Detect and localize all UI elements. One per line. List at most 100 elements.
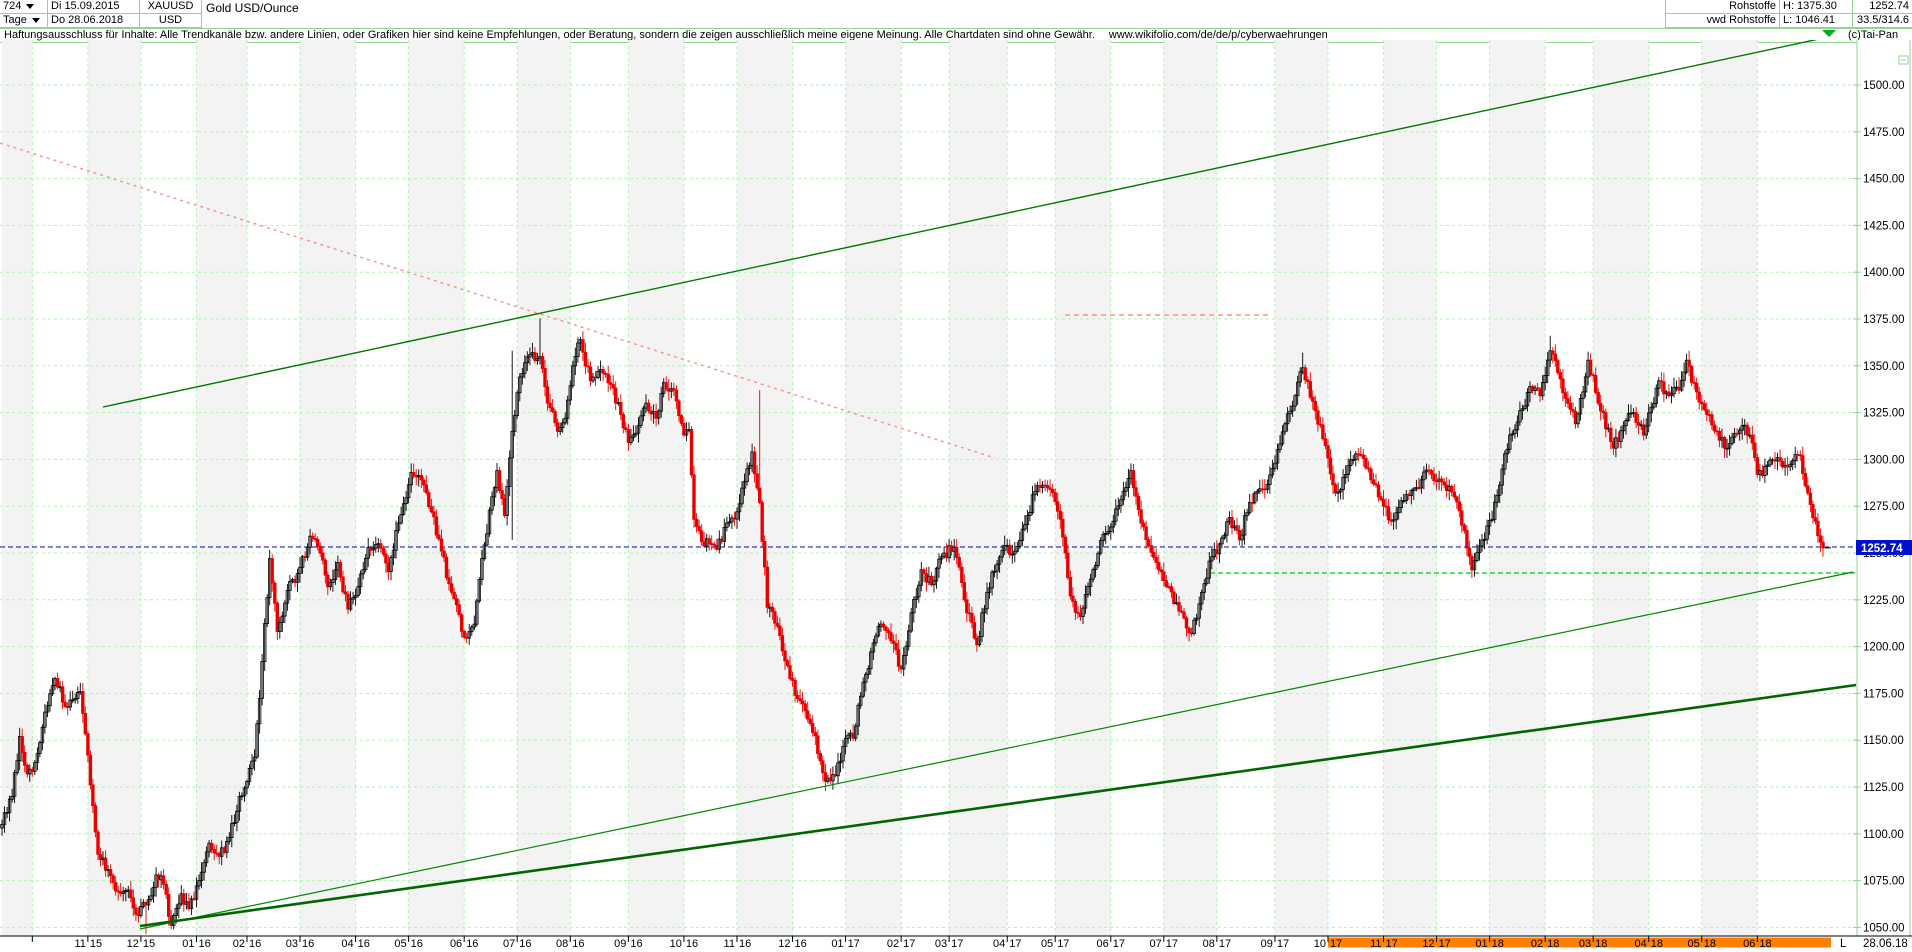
last-price-badge	[1856, 540, 1912, 555]
month-band	[87, 40, 141, 936]
x-axis-label-month: 06	[450, 938, 462, 950]
low-marker-label: L	[1840, 938, 1847, 950]
x-axis-label-year: 16	[249, 938, 261, 950]
y-axis-label: 1050.00	[1863, 922, 1905, 934]
candles	[0, 318, 1831, 935]
x-axis-label-year: 17	[848, 938, 860, 950]
x-axis-label-month: 04	[341, 938, 353, 950]
x-axis-label-month: 07	[1150, 938, 1162, 950]
highlight-period-bar	[1327, 937, 1831, 948]
date-from-value: Di 15.09.2015	[51, 0, 120, 12]
x-axis-label-month: 03	[1579, 938, 1591, 950]
x-axis-label-month: 01	[1475, 938, 1487, 950]
y-axis-label: 1150.00	[1863, 735, 1904, 747]
x-axis-label-year: 17	[1439, 938, 1451, 950]
y-axis-label: 1225.00	[1863, 595, 1905, 607]
x-axis-label-month: 02	[233, 938, 245, 950]
x-axis-label-month: 06	[1743, 938, 1755, 950]
x-axis-label-month: 02	[1531, 938, 1543, 950]
symbol-field[interactable]: XAUUSD	[140, 0, 202, 14]
disclaimer-text: Haftungsausschluss für Inhalte: Alle Tre…	[4, 29, 1328, 41]
upper-channel-line	[102, 40, 1818, 408]
month-band	[949, 40, 1008, 936]
x-axis-label-year: 17	[1166, 938, 1178, 950]
month-band	[1489, 40, 1546, 936]
x-axis-label-year: 16	[739, 938, 751, 950]
currency-value: USD	[158, 14, 183, 26]
x-axis-label-month: 12	[778, 938, 790, 950]
disclaimer-url[interactable]: www.wikifolio.com/de/de/p/cyberwaehrunge…	[1108, 29, 1328, 41]
y-axis-label: 1275.00	[1863, 501, 1905, 513]
x-axis-label-month: 09	[1261, 938, 1273, 950]
instrument-name: Gold USD/Ounce	[206, 1, 299, 15]
last-date-label: 28.06.18	[1863, 938, 1908, 950]
month-band	[2, 40, 33, 936]
x-axis-label-year: 16	[686, 938, 698, 950]
x-axis-label-year: 16	[519, 938, 531, 950]
x-axis-label-month: 11	[1370, 938, 1381, 950]
x-axis-label-month: 11	[74, 938, 85, 950]
x-axis-label-month: 12	[1422, 938, 1434, 950]
x-axis-label-month: 06	[1097, 938, 1109, 950]
x-axis-label-year: 18	[1547, 938, 1559, 950]
x-axis-label-year: 17	[1277, 938, 1289, 950]
x-axis-label-month: 07	[503, 938, 515, 950]
x-axis-label-year: 16	[630, 938, 642, 950]
date-to-field[interactable]: Do 28.06.2018	[48, 14, 140, 28]
month-bands	[2, 40, 1758, 936]
x-axis-label-year: 16	[198, 938, 210, 950]
x-axis-label-year: 16	[358, 938, 370, 950]
x-axis-label-month: 01	[831, 938, 843, 950]
x-axis-label-month: 08	[556, 938, 568, 950]
y-axis-label: 1075.00	[1863, 876, 1905, 888]
month-band	[1055, 40, 1111, 936]
down-candle-wicks	[21, 331, 1824, 935]
x-axis-label-month: 03	[286, 938, 298, 950]
last-price-badge-value: 1252.74	[1861, 543, 1903, 555]
x-axis-label-month: 10	[1314, 938, 1326, 950]
x-axis-label-year: 17	[1113, 938, 1125, 950]
bars-count-dropdown[interactable]: 724	[0, 0, 48, 14]
x-axis-label-year: 18	[1492, 938, 1504, 950]
x-axis-label-year: 16	[302, 938, 314, 950]
trend-lines	[102, 40, 1857, 930]
header-right-cluster: Rohstoffe H: 1375.30 1252.74 vwd Rohstof…	[1665, 0, 1912, 28]
range-info: 33.5/314.6	[1853, 14, 1912, 28]
major-support-line	[139, 683, 1857, 928]
y-axis-label: 1350.00	[1863, 361, 1905, 373]
high-label: H: 1375.30	[1780, 0, 1853, 14]
chevron-down-icon[interactable]	[31, 18, 40, 23]
y-axis-label: 1500.00	[1863, 80, 1905, 92]
x-axis-label-year: 17	[1057, 938, 1069, 950]
x-axis-label-year: 16	[572, 938, 584, 950]
descending-resistance-line	[0, 142, 996, 459]
x-axis-label-year: 15	[90, 938, 102, 950]
month-band	[517, 40, 571, 936]
y-axis-label: 1300.00	[1863, 454, 1905, 466]
up-candle-wicks	[1, 318, 1796, 930]
period-dropdown[interactable]: Tage	[0, 14, 48, 28]
support-line-from-2015-low	[139, 571, 1854, 930]
x-axis-label-year: 17	[903, 938, 915, 950]
x-axis-label-year: 15	[143, 938, 155, 950]
date-from-field[interactable]: Di 15.09.2015	[48, 0, 140, 14]
month-band	[1701, 40, 1758, 936]
last-price-header: 1252.74	[1853, 0, 1912, 14]
provider-label: vwd Rohstoffe	[1665, 14, 1780, 28]
bars-count-value: 724	[3, 0, 22, 12]
chevron-down-icon[interactable]	[26, 4, 35, 9]
y-axis-label: 1475.00	[1863, 127, 1905, 139]
x-axis-label-month: 04	[1634, 938, 1646, 950]
x-axis-label-month: 11	[724, 938, 735, 950]
month-band	[1593, 40, 1649, 936]
x-axis-label-month: 05	[1688, 938, 1700, 950]
y-axis-label: 1400.00	[1863, 267, 1905, 279]
x-axis-label-year: 18	[1704, 938, 1716, 950]
x-axis-label-year: 16	[795, 938, 807, 950]
y-axis-label: 1200.00	[1863, 642, 1905, 654]
x-axis-label-month: 04	[993, 938, 1005, 950]
x-axis-label-year: 16	[411, 938, 423, 950]
header-left-cluster: 724 Di 15.09.2015 XAUUSD Tage Do 28.06.2…	[0, 0, 202, 28]
copyright-label: (c)Tai-Pan	[1848, 29, 1899, 41]
